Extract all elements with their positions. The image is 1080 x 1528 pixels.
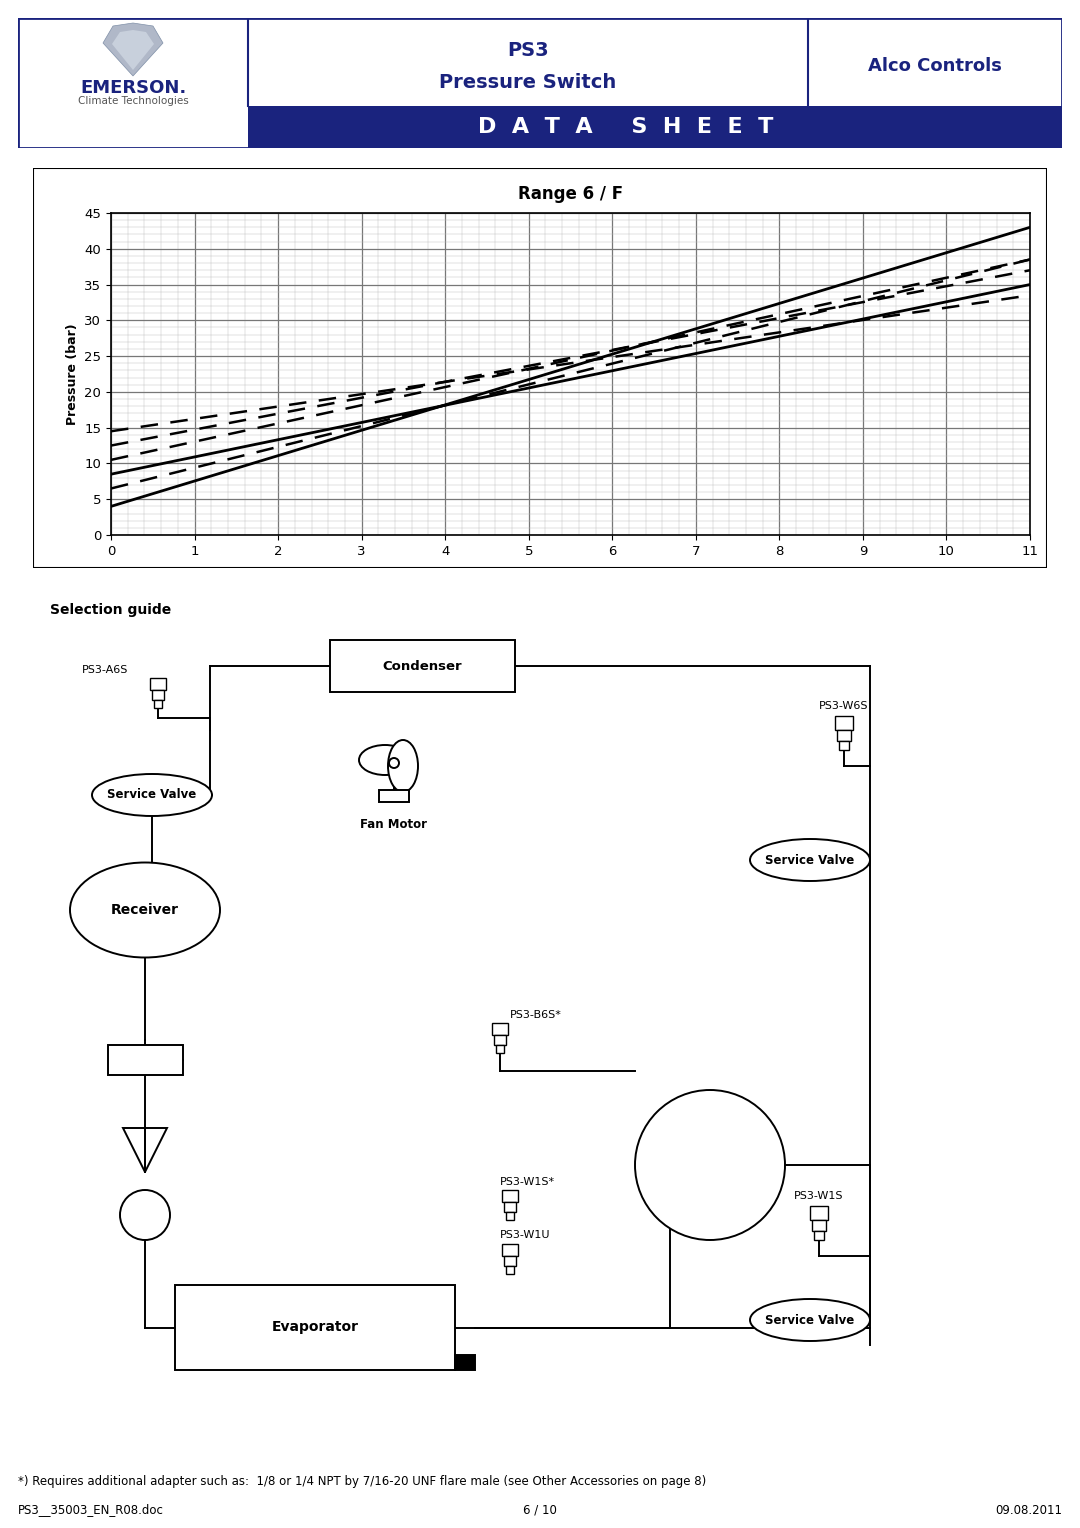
- Bar: [812, 1219, 826, 1232]
- Ellipse shape: [635, 1089, 785, 1241]
- Polygon shape: [103, 23, 163, 76]
- Text: Fan Motor: Fan Motor: [361, 819, 428, 831]
- Bar: [154, 700, 162, 707]
- Text: Condenser: Condenser: [382, 660, 462, 672]
- Bar: [810, 1206, 828, 1219]
- Bar: [839, 741, 849, 750]
- Bar: [108, 1045, 183, 1076]
- Polygon shape: [123, 1128, 167, 1172]
- Bar: [507, 1212, 514, 1219]
- Bar: [504, 1203, 516, 1212]
- Text: PS3: PS3: [508, 41, 549, 60]
- Bar: [507, 1267, 514, 1274]
- Bar: [492, 1024, 508, 1034]
- Text: PS3-W6S: PS3-W6S: [820, 701, 868, 711]
- Ellipse shape: [389, 758, 399, 769]
- Bar: [496, 1045, 504, 1053]
- Bar: [150, 678, 166, 691]
- Bar: [248, 105, 1062, 148]
- Bar: [379, 790, 409, 802]
- Bar: [502, 1244, 518, 1256]
- Ellipse shape: [388, 740, 418, 792]
- Text: PS3-B6S*: PS3-B6S*: [510, 1010, 562, 1021]
- Bar: [835, 717, 853, 730]
- Text: *) Requires additional adapter such as:  1/8 or 1/4 NPT by 7/16-20 UNF flare mal: *) Requires additional adapter such as: …: [18, 1476, 706, 1488]
- Ellipse shape: [359, 746, 411, 775]
- Bar: [504, 1256, 516, 1267]
- Text: Alco Controls: Alco Controls: [868, 57, 1002, 75]
- Bar: [502, 1190, 518, 1203]
- Text: Selection guide: Selection guide: [50, 604, 172, 617]
- Bar: [837, 730, 851, 741]
- Text: D  A  T  A     S  H  E  E  T: D A T A S H E E T: [478, 118, 773, 138]
- Title: Range 6 / F: Range 6 / F: [518, 185, 623, 203]
- Text: Receiver: Receiver: [111, 903, 179, 917]
- Ellipse shape: [750, 1299, 870, 1342]
- Bar: [152, 691, 164, 700]
- Ellipse shape: [70, 862, 220, 958]
- Text: Climate Technologies: Climate Technologies: [78, 96, 188, 105]
- Text: EMERSON.: EMERSON.: [80, 79, 186, 96]
- Text: PS3-W1S: PS3-W1S: [794, 1190, 843, 1201]
- Polygon shape: [112, 31, 154, 70]
- Ellipse shape: [120, 1190, 170, 1241]
- Text: Evaporator: Evaporator: [271, 1320, 359, 1334]
- Bar: [455, 1355, 475, 1371]
- Bar: [814, 1232, 824, 1241]
- Bar: [175, 1285, 455, 1371]
- Ellipse shape: [92, 775, 212, 816]
- Text: PS3-W1S*: PS3-W1S*: [500, 1177, 555, 1187]
- Text: Pressure Switch: Pressure Switch: [440, 72, 617, 92]
- Text: PS3__35003_EN_R08.doc: PS3__35003_EN_R08.doc: [18, 1504, 164, 1516]
- Text: Service Valve: Service Valve: [107, 788, 197, 802]
- Text: PS3-W1U: PS3-W1U: [500, 1230, 551, 1241]
- Ellipse shape: [750, 839, 870, 882]
- Text: PS3-A6S: PS3-A6S: [82, 665, 129, 675]
- Y-axis label: Pressure (bar): Pressure (bar): [66, 324, 79, 425]
- Text: 6 / 10: 6 / 10: [523, 1504, 557, 1516]
- Text: Service Valve: Service Valve: [766, 1314, 854, 1326]
- Bar: [330, 640, 515, 692]
- Text: Service Valve: Service Valve: [766, 854, 854, 866]
- Text: 09.08.2011: 09.08.2011: [995, 1504, 1062, 1516]
- Bar: [494, 1034, 507, 1045]
